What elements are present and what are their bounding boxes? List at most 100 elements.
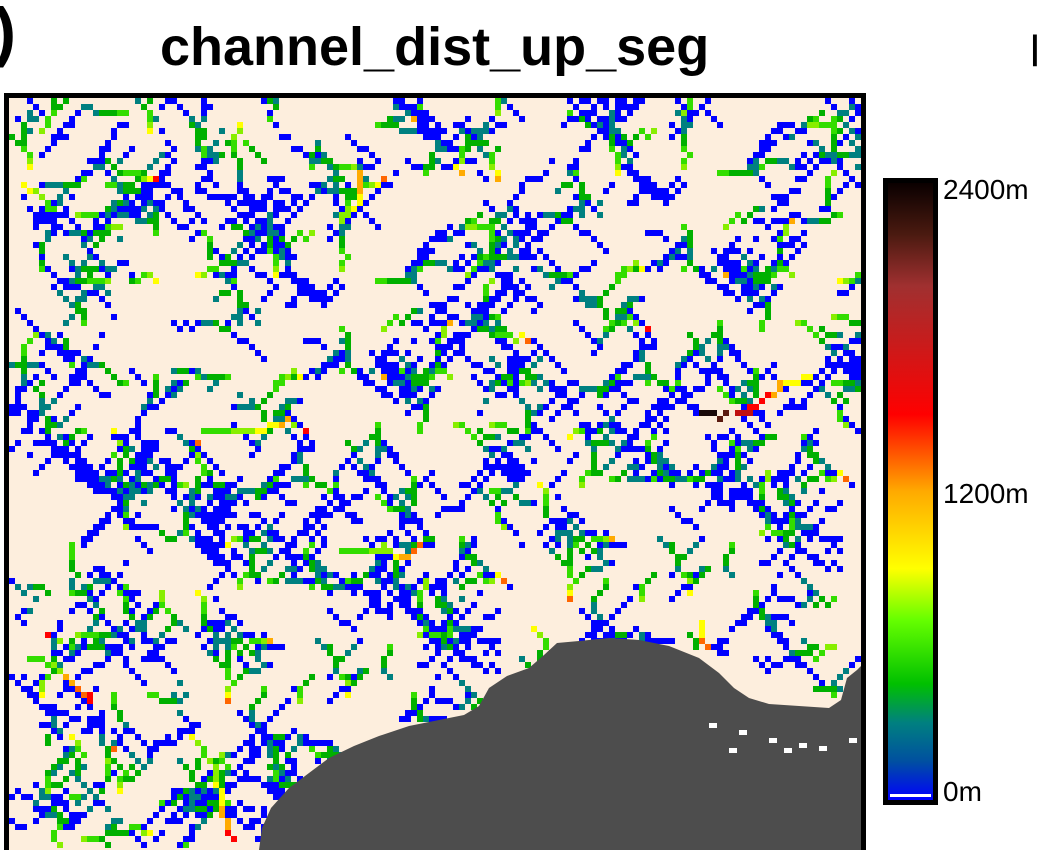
channel-pixel (303, 524, 309, 530)
channel-pixel (219, 662, 225, 668)
channel-pixel (633, 476, 639, 482)
channel-pixel (33, 818, 39, 824)
channel-pixel (171, 488, 177, 494)
channel-pixel (501, 278, 507, 284)
channel-pixel (483, 566, 489, 572)
channel-pixel (381, 368, 387, 374)
channel-pixel (357, 668, 363, 674)
channel-pixel (15, 116, 21, 122)
channel-pixel (327, 236, 333, 242)
channel-pixel (549, 380, 555, 386)
channel-pixel (129, 524, 135, 530)
channel-pixel (249, 632, 255, 638)
channel-pixel (219, 272, 225, 278)
channel-pixel (87, 626, 93, 632)
channel-pixel (417, 608, 423, 614)
channel-pixel (657, 476, 663, 482)
channel-pixel (423, 170, 429, 176)
channel-pixel (261, 644, 267, 650)
channel-pixel (309, 560, 315, 566)
channel-pixel (171, 794, 177, 800)
channel-pixel (39, 794, 45, 800)
channel-pixel (219, 554, 225, 560)
channel-pixel (525, 254, 531, 260)
channel-pixel (189, 524, 195, 530)
channel-pixel (501, 224, 507, 230)
channel-pixel (405, 386, 411, 392)
channel-pixel (93, 218, 99, 224)
channel-pixel (213, 482, 219, 488)
channel-pixel (51, 224, 57, 230)
channel-pixel (585, 302, 591, 308)
channel-pixel (429, 116, 435, 122)
channel-pixel (603, 248, 609, 254)
channel-pixel (435, 356, 441, 362)
channel-pixel (333, 200, 339, 206)
channel-pixel (75, 812, 81, 818)
channel-pixel (33, 242, 39, 248)
channel-pixel (603, 410, 609, 416)
channel-pixel (249, 206, 255, 212)
channel-pixel (543, 230, 549, 236)
channel-pixel (747, 248, 753, 254)
channel-pixel (165, 662, 171, 668)
channel-pixel (207, 554, 213, 560)
channel-pixel (399, 590, 405, 596)
channel-pixel (417, 422, 423, 428)
channel-pixel (591, 452, 597, 458)
channel-pixel (615, 272, 621, 278)
channel-pixel (81, 368, 87, 374)
channel-pixel (123, 560, 129, 566)
channel-pixel (117, 716, 123, 722)
channel-pixel (189, 488, 195, 494)
channel-pixel (351, 494, 357, 500)
channel-pixel (189, 776, 195, 782)
channel-pixel (297, 698, 303, 704)
channel-pixel (597, 98, 603, 104)
channel-pixel (321, 296, 327, 302)
channel-pixel (255, 722, 261, 728)
channel-pixel (411, 338, 417, 344)
channel-pixel (231, 782, 237, 788)
channel-pixel (81, 698, 87, 704)
channel-pixel (543, 638, 549, 644)
channel-pixel (201, 536, 207, 542)
channel-pixel (291, 416, 297, 422)
channel-pixel (369, 602, 375, 608)
channel-pixel (375, 590, 381, 596)
channel-pixel (387, 116, 393, 122)
channel-pixel (267, 560, 273, 566)
channel-pixel (105, 476, 111, 482)
channel-pixel (507, 278, 513, 284)
channel-pixel (183, 812, 189, 818)
channel-pixel (279, 416, 285, 422)
channel-pixel (453, 314, 459, 320)
channel-pixel (123, 770, 129, 776)
channel-pixel (219, 260, 225, 266)
channel-pixel (579, 266, 585, 272)
channel-pixel (483, 458, 489, 464)
channel-pixel (63, 434, 69, 440)
channel-pixel (129, 428, 135, 434)
channel-pixel (201, 152, 207, 158)
channel-pixel (195, 806, 201, 812)
channel-pixel (423, 542, 429, 548)
channel-pixel (345, 134, 351, 140)
channel-pixel (111, 476, 117, 482)
channel-pixel (603, 128, 609, 134)
channel-pixel (573, 224, 579, 230)
channel-pixel (423, 326, 429, 332)
channel-pixel (621, 98, 627, 104)
channel-pixel (507, 452, 513, 458)
channel-pixel (621, 368, 627, 374)
channel-pixel (75, 632, 81, 638)
channel-pixel (693, 110, 699, 116)
channel-pixel (561, 272, 567, 278)
channel-pixel (645, 446, 651, 452)
channel-pixel (501, 272, 507, 278)
channel-pixel (351, 368, 357, 374)
channel-pixel (117, 830, 123, 836)
channel-pixel (651, 458, 657, 464)
channel-pixel (39, 704, 45, 710)
channel-pixel (717, 638, 723, 644)
